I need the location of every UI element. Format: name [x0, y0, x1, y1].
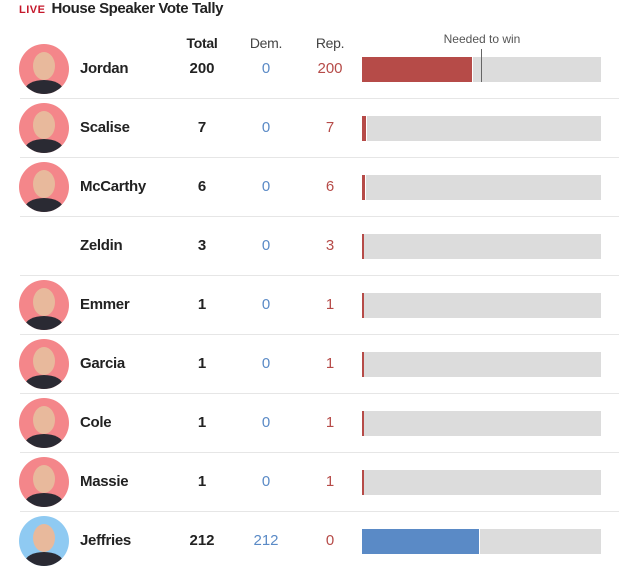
- column-header-dem: Dem.: [249, 35, 283, 51]
- avatar: [19, 103, 69, 153]
- candidate-row: Scalise 7 0 7: [0, 99, 619, 158]
- candidate-row: Cole 1 0 1: [0, 394, 619, 453]
- row-divider: [20, 511, 619, 512]
- candidate-row: McCarthy 6 0 6: [0, 158, 619, 217]
- vote-bar-fill: [362, 529, 481, 554]
- candidate-name: Garcia: [80, 355, 125, 372]
- rep-votes: 6: [325, 178, 335, 195]
- candidate-row: Jordan 200 0 200: [0, 40, 619, 99]
- vote-bar-fill: [362, 234, 364, 259]
- dem-votes: 0: [261, 178, 271, 195]
- dem-votes: 0: [261, 237, 271, 254]
- page-title: LIVE House Speaker Vote Tally: [19, 0, 223, 18]
- row-divider: [20, 452, 619, 453]
- candidate-name: Jeffries: [80, 532, 131, 549]
- candidate-name: Scalise: [80, 119, 130, 136]
- total-votes: 1: [197, 296, 207, 313]
- total-votes: 1: [197, 473, 207, 490]
- total-votes: 6: [197, 178, 207, 195]
- candidate-row: Jeffries 212 212 0: [0, 512, 619, 571]
- rep-votes: 1: [325, 473, 335, 490]
- vote-bar: [362, 352, 601, 377]
- candidate-name: Zeldin: [80, 237, 123, 254]
- rep-votes: 1: [325, 414, 335, 431]
- vote-bar: [362, 293, 601, 318]
- total-votes: 212: [189, 532, 215, 549]
- vote-bar-fill: [362, 470, 364, 495]
- rep-votes: 7: [325, 119, 335, 136]
- vote-bar: [362, 470, 601, 495]
- candidate-row: Emmer 1 0 1: [0, 276, 619, 335]
- total-votes: 7: [197, 119, 207, 136]
- vote-bar-fill: [362, 175, 367, 200]
- vote-bar-fill: [362, 57, 474, 82]
- candidate-name: Cole: [80, 414, 112, 431]
- rep-votes: 0: [325, 532, 335, 549]
- candidate-row: Garcia 1 0 1: [0, 335, 619, 394]
- row-divider: [20, 157, 619, 158]
- total-votes: 200: [189, 60, 215, 77]
- candidate-name: Massie: [80, 473, 129, 490]
- vote-bar-fill: [362, 116, 367, 141]
- rep-votes: 1: [325, 296, 335, 313]
- column-header-rep: Rep.: [315, 35, 345, 51]
- dem-votes: 0: [261, 355, 271, 372]
- rep-votes: 3: [325, 237, 335, 254]
- vote-bar: [362, 175, 601, 200]
- dem-votes: 0: [261, 414, 271, 431]
- dem-votes: 0: [261, 296, 271, 313]
- candidate-row: Massie 1 0 1: [0, 453, 619, 512]
- total-votes: 1: [197, 355, 207, 372]
- row-divider: [20, 334, 619, 335]
- candidate-row: Zeldin 3 0 3: [0, 217, 619, 276]
- live-badge: LIVE: [19, 4, 46, 16]
- avatar: [19, 516, 69, 566]
- avatar: [19, 280, 69, 330]
- total-votes: 1: [197, 414, 207, 431]
- total-votes: 3: [197, 237, 207, 254]
- avatar: [19, 162, 69, 212]
- vote-bar: [362, 116, 601, 141]
- dem-votes: 212: [253, 532, 279, 549]
- avatar: [19, 398, 69, 448]
- avatar: [19, 457, 69, 507]
- vote-bar: [362, 411, 601, 436]
- rep-votes: 200: [317, 60, 343, 77]
- dem-votes: 0: [261, 473, 271, 490]
- candidate-name: McCarthy: [80, 178, 146, 195]
- title-text: House Speaker Vote Tally: [51, 0, 224, 17]
- dem-votes: 0: [261, 60, 271, 77]
- avatar: [19, 44, 69, 94]
- row-divider: [20, 393, 619, 394]
- rep-votes: 1: [325, 355, 335, 372]
- dem-votes: 0: [261, 119, 271, 136]
- needed-to-win-marker: [481, 49, 482, 82]
- vote-bar: [362, 234, 601, 259]
- column-header-total: Total: [186, 35, 218, 51]
- candidate-name: Jordan: [80, 60, 129, 77]
- candidate-name: Emmer: [80, 296, 130, 313]
- row-divider: [20, 216, 619, 217]
- vote-bar-fill: [362, 293, 364, 318]
- needed-to-win-label: Needed to win: [443, 32, 521, 46]
- vote-bar: [362, 529, 601, 554]
- row-divider: [20, 275, 619, 276]
- row-divider: [20, 98, 619, 99]
- vote-bar-fill: [362, 411, 364, 436]
- avatar: [19, 339, 69, 389]
- vote-bar-fill: [362, 352, 364, 377]
